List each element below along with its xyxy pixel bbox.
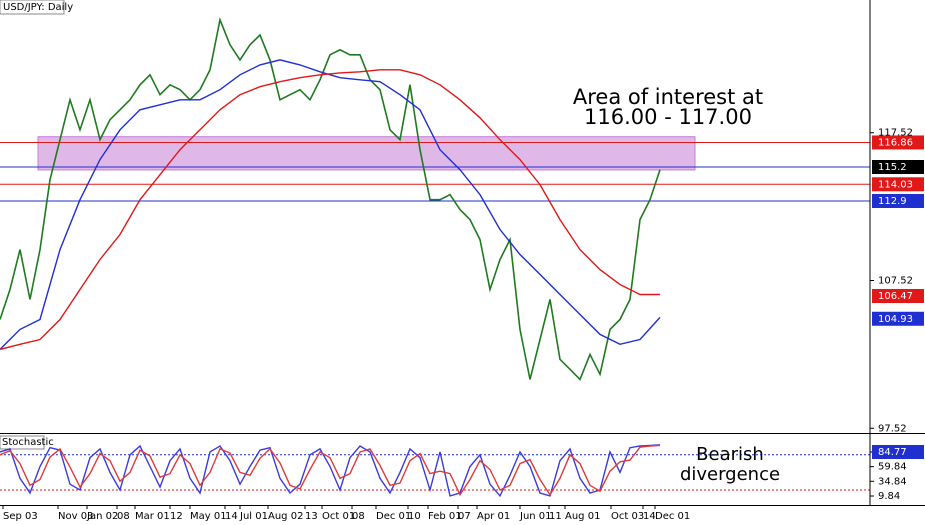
panel-title-box <box>0 435 45 450</box>
price-tag <box>872 177 924 192</box>
x-tick-label: 07 <box>458 511 471 522</box>
zone <box>37 136 696 171</box>
x-tick-label: May 01 <box>190 511 227 522</box>
x-tick-label: Sep 03 <box>3 511 38 522</box>
series-line <box>0 17 661 381</box>
y-tick-label: 117.52 <box>878 128 913 139</box>
price-tag <box>872 311 924 326</box>
price-tag-label: 115.2 <box>878 162 907 173</box>
annotation: divergence <box>680 464 780 485</box>
price-tag-label: 84.77 <box>878 447 907 458</box>
price-tag <box>872 135 924 150</box>
x-tick-label: 14 <box>643 511 656 522</box>
x-tick-label: 11 <box>549 511 562 522</box>
chart-title: USD/JPY: Daily <box>3 2 73 13</box>
price-tag-label: 116.86 <box>878 137 913 148</box>
x-tick-label: Feb 01 <box>428 511 462 522</box>
x-tick-label: 14 <box>225 511 238 522</box>
y-tick-label: 59.84 <box>878 462 907 473</box>
price-tag-label: 112.9 <box>878 196 907 207</box>
series-line <box>0 69 660 351</box>
y-tick-label: 107.52 <box>878 275 913 286</box>
price-tag <box>872 444 924 459</box>
annotation: 116.00 - 117.00 <box>584 105 752 129</box>
x-tick-label: Dec 01 <box>655 511 690 522</box>
title-box <box>0 0 65 15</box>
annotation: Area of interest at <box>573 85 763 109</box>
price-tag-label: 104.93 <box>878 314 913 325</box>
annotation: Bearish <box>696 444 764 465</box>
price-tag-label: 106.47 <box>878 291 913 302</box>
y-tick-label: 9.84 <box>878 491 900 502</box>
price-tag <box>872 193 924 208</box>
x-tick-label: 13 <box>305 511 318 522</box>
panel-title: Stochastic <box>2 437 54 448</box>
x-tick-label: Aug 02 <box>268 511 303 522</box>
x-tick-label: Apr 01 <box>477 511 510 522</box>
series-line <box>0 444 661 497</box>
x-tick-label: 08 <box>117 511 130 522</box>
x-tick-label: 12 <box>170 511 183 522</box>
x-tick-label: Dec 01 <box>376 511 411 522</box>
x-tick-label: Oct 01 <box>322 511 355 522</box>
price-tag <box>872 289 924 304</box>
x-tick-label: Aug 01 <box>565 511 600 522</box>
x-tick-label: Jul 01 <box>239 511 268 522</box>
y-tick-label: 97.52 <box>878 423 907 434</box>
x-tick-label: Jan 02 <box>86 511 118 522</box>
x-tick-label: Jun 01 <box>519 511 552 522</box>
x-tick-label: 08 <box>352 511 365 522</box>
x-tick-label: 10 <box>408 511 421 522</box>
x-tick-label: Mar 01 <box>135 511 170 522</box>
price-tag-label: 114.03 <box>878 179 913 190</box>
price-tag <box>872 159 924 174</box>
x-tick-label: Oct 03 <box>611 511 644 522</box>
y-tick-label: 34.84 <box>878 476 907 487</box>
x-tick-label: Nov 03 <box>58 511 93 522</box>
series-line <box>0 59 661 350</box>
